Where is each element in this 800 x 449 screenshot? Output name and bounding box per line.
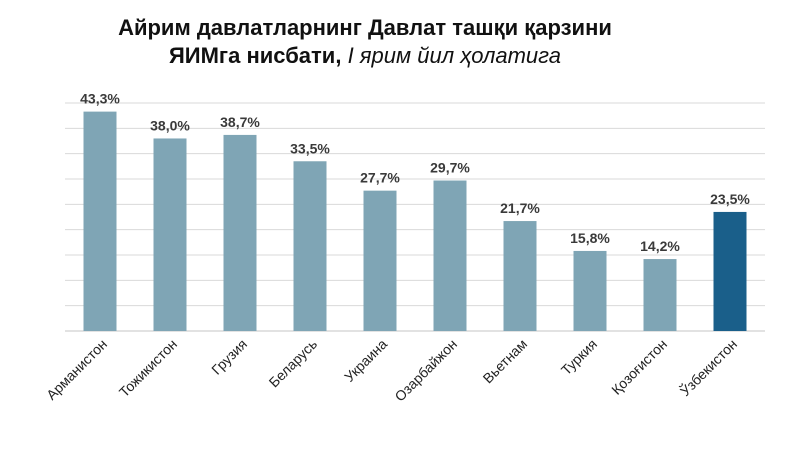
data-label: 23,5% <box>710 191 750 207</box>
data-label: 15,8% <box>570 230 610 246</box>
category-label: Қозоғистон <box>608 336 670 398</box>
category-label: Озарбайжон <box>391 336 460 405</box>
data-label: 38,7% <box>220 114 260 130</box>
data-label: 29,7% <box>430 160 470 176</box>
data-label: 27,7% <box>360 170 400 186</box>
category-label: Грузия <box>208 336 250 378</box>
bar <box>153 138 187 331</box>
title-main-part: ЯИМга нисбати, <box>168 43 342 68</box>
title-line-1: Айрим давлатларнинг Давлат ташқи қарзини <box>118 15 612 40</box>
bar <box>433 180 467 331</box>
category-label: Туркия <box>558 336 600 378</box>
data-label: 21,7% <box>500 200 540 216</box>
bar <box>643 259 677 331</box>
title-italic-part: I ярим йил ҳолатига <box>347 43 562 68</box>
bar <box>713 211 747 331</box>
category-label: Ўзбекистон <box>676 335 740 399</box>
category-label: Арманистон <box>43 336 110 403</box>
bar <box>293 161 327 331</box>
category-label: Беларусь <box>266 336 321 391</box>
bar <box>503 221 537 331</box>
category-label: Вьетнам <box>480 336 531 387</box>
data-label: 38,0% <box>150 117 190 133</box>
bar <box>363 190 397 331</box>
data-label: 33,5% <box>290 140 330 156</box>
data-label: 14,2% <box>640 238 680 254</box>
bar <box>223 134 257 331</box>
category-label: Тожикистон <box>116 336 180 400</box>
chart-title: Айрим давлатларнинг Давлат ташқи қарзини… <box>20 14 710 70</box>
bar <box>83 111 117 331</box>
data-label: 43,3% <box>80 91 120 107</box>
title-line-2: ЯИМга нисбати, I ярим йил ҳолатига <box>20 42 710 70</box>
bar <box>573 250 607 331</box>
category-label: Украина <box>341 336 390 385</box>
